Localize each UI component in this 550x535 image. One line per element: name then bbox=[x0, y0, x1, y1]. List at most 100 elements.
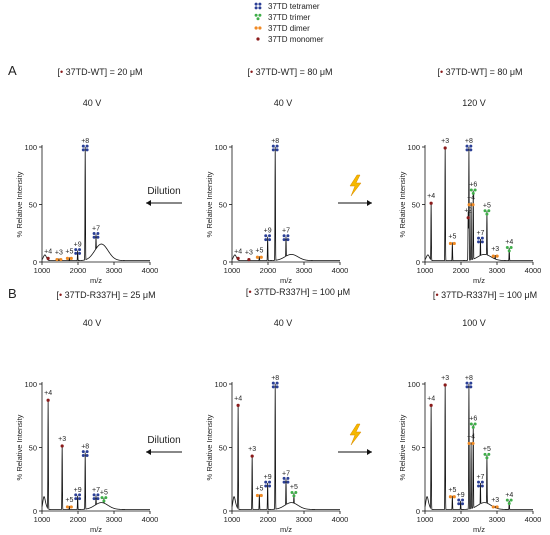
peak-charge-label: +9 bbox=[74, 487, 82, 494]
spectrum-trace bbox=[41, 146, 150, 262]
spectrum-trace bbox=[424, 383, 533, 510]
tetramer-dot bbox=[275, 148, 279, 152]
peak-charge-label: +3 bbox=[491, 246, 499, 253]
tetramer-dot bbox=[469, 148, 473, 152]
peak-annotation: +4 bbox=[427, 395, 435, 407]
row-label: A bbox=[8, 63, 17, 78]
trimer-dot bbox=[471, 425, 475, 429]
tetramer-icon bbox=[271, 144, 279, 152]
x-tick-label: 1000 bbox=[417, 266, 434, 275]
tetramer-dot bbox=[286, 480, 290, 484]
tetramer-icon bbox=[282, 476, 290, 484]
peak-annotation: +9 bbox=[74, 487, 82, 501]
tetramer-dot bbox=[268, 480, 272, 484]
trimer-icon bbox=[100, 496, 108, 503]
trimer-icon bbox=[483, 452, 491, 460]
trimer-dot bbox=[483, 452, 487, 456]
peak-charge-label: +7 bbox=[476, 474, 484, 481]
tetramer-dot bbox=[286, 238, 290, 242]
dimer-icon bbox=[448, 241, 456, 246]
dimer-icon bbox=[467, 203, 475, 207]
y-axis-label: % Relative Intensity bbox=[205, 414, 214, 480]
x-tick-label: 2000 bbox=[260, 266, 277, 275]
dimer-dot bbox=[452, 495, 456, 499]
dimer-dot bbox=[491, 505, 495, 509]
tetramer-dot bbox=[271, 148, 275, 152]
dimer-dot bbox=[467, 203, 471, 207]
tetramer-dot bbox=[465, 144, 469, 148]
arrow-head bbox=[367, 200, 372, 206]
trimer-dot bbox=[254, 13, 258, 17]
tetramer-dot bbox=[254, 6, 258, 10]
dimer-dot bbox=[448, 241, 453, 246]
arrow-head bbox=[146, 200, 151, 206]
tetramer-dot bbox=[275, 144, 279, 148]
x-tick-label: 1000 bbox=[224, 266, 241, 275]
peak-charge-label: +4 bbox=[467, 195, 475, 202]
tetramer-dot bbox=[477, 484, 481, 488]
peak-annotation: +3 bbox=[55, 250, 63, 262]
dimer-dot bbox=[55, 257, 59, 262]
peak-charge-label: +9 bbox=[457, 492, 465, 499]
peak-annotation: +3 bbox=[248, 446, 256, 458]
tetramer-dot bbox=[85, 453, 89, 457]
trimer-dot bbox=[507, 249, 511, 253]
trimer-icon bbox=[483, 209, 491, 216]
tetramer-icon bbox=[92, 493, 100, 501]
x-tick-label: 4000 bbox=[142, 515, 159, 524]
monomer-icon bbox=[429, 403, 433, 407]
tetramer-dot bbox=[74, 248, 78, 252]
peak-annotation: +5 bbox=[290, 484, 298, 498]
panel-voltage: 120 V bbox=[462, 98, 486, 108]
peak-charge-label: +4 bbox=[234, 395, 242, 402]
peak-charge-label: +8 bbox=[465, 138, 473, 145]
tetramer-icon bbox=[264, 480, 272, 488]
tetramer-dot bbox=[78, 493, 82, 497]
spectrum-trace bbox=[424, 146, 533, 262]
tetramer-dot bbox=[480, 484, 484, 488]
peak-charge-label: +5 bbox=[290, 484, 298, 491]
peak-charge-label: +9 bbox=[264, 228, 272, 235]
x-axis-label: m/z bbox=[473, 525, 485, 534]
peak-charge-label: +4 bbox=[234, 248, 242, 255]
x-tick-label: 1000 bbox=[417, 515, 434, 524]
tetramer-icon bbox=[92, 232, 100, 239]
tetramer-dot bbox=[461, 502, 465, 506]
tetramer-dot bbox=[286, 234, 290, 238]
peak-charge-label: +5 bbox=[100, 489, 108, 496]
monomer-dot bbox=[429, 201, 433, 205]
tetramer-dot bbox=[254, 2, 258, 6]
tetramer-dot bbox=[268, 238, 272, 242]
row-label: B bbox=[8, 286, 17, 301]
trimer-dot bbox=[473, 422, 477, 426]
tetramer-icon bbox=[81, 144, 89, 152]
tetramer-icon bbox=[74, 493, 82, 501]
x-tick-label: 4000 bbox=[142, 266, 159, 275]
tetramer-dot bbox=[461, 498, 465, 502]
monomer-dot bbox=[236, 403, 240, 407]
panel-voltage: 40 V bbox=[274, 318, 293, 328]
peak-annotation: +7 bbox=[282, 470, 290, 484]
peak-annotation: +9 bbox=[74, 242, 82, 255]
panel-voltage: 40 V bbox=[83, 98, 102, 108]
monomer-icon bbox=[429, 201, 433, 205]
monomer-icon bbox=[250, 454, 254, 458]
y-tick-label: 100 bbox=[24, 143, 37, 152]
trimer-icon bbox=[469, 422, 477, 429]
trimer-dot bbox=[292, 494, 296, 498]
x-tick-label: 1000 bbox=[224, 515, 241, 524]
trimer-dot bbox=[487, 452, 491, 456]
trimer-icon bbox=[290, 491, 298, 498]
spectrum-trace bbox=[231, 383, 340, 510]
peak-annotation: +5 bbox=[255, 485, 263, 498]
tetramer-dot bbox=[264, 234, 268, 238]
panel-header: [• 37TD-WT] = 80 μM bbox=[247, 67, 332, 77]
legend-label: 37TD tetramer bbox=[268, 2, 320, 11]
peak-charge-label: +5 bbox=[448, 233, 456, 240]
arrow-head bbox=[146, 449, 151, 455]
peak-charge-label: +5 bbox=[448, 487, 456, 494]
tetramer-dot bbox=[74, 251, 78, 255]
monomer-dot bbox=[46, 398, 50, 402]
peak-charge-label: +7 bbox=[282, 228, 290, 235]
tetramer-dot bbox=[74, 493, 78, 497]
